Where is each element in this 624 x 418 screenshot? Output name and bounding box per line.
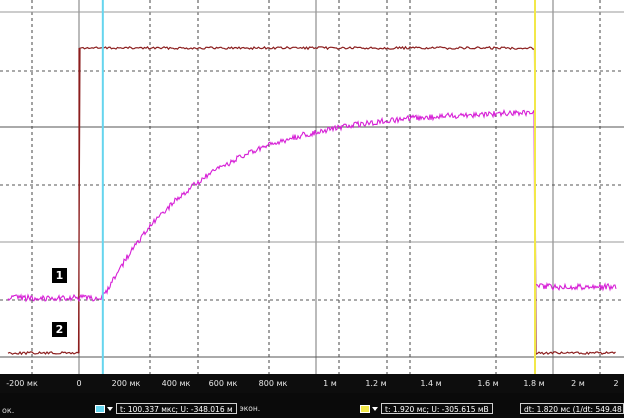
delta-readout: dt: 1.820 мс (1/dt: 549.48 bbox=[520, 403, 624, 414]
graticule-grid bbox=[0, 0, 624, 374]
axis-tick-label: 1.8 м bbox=[523, 379, 545, 388]
axis-tick-label: -200 мк bbox=[6, 379, 38, 388]
cursor-1-color-swatch[interactable] bbox=[95, 404, 105, 413]
cursors bbox=[101, 0, 536, 374]
status-left-text: ок. bbox=[2, 406, 15, 415]
axis-tick-label: 2 м bbox=[571, 379, 585, 388]
axis-tick-label: 200 мк bbox=[111, 379, 141, 388]
channel-1-trace bbox=[7, 108, 617, 303]
axis-tick-label: 600 мк bbox=[208, 379, 238, 388]
axis-tick-label: 1.2 м bbox=[365, 379, 387, 388]
cursor-2-readout: t: 1.920 мс; U: -305.615 мВ bbox=[381, 403, 493, 414]
waveform-plot bbox=[0, 0, 624, 374]
chevron-down-icon[interactable] bbox=[107, 406, 113, 411]
cursor-2-color-swatch[interactable] bbox=[360, 404, 370, 413]
channel-2-trace bbox=[7, 45, 616, 356]
chevron-down-icon[interactable] bbox=[372, 406, 378, 411]
channel-2-marker[interactable]: 2 bbox=[52, 322, 67, 337]
axis-tick-label: 1 м bbox=[323, 379, 337, 388]
axis-tick-label: 0 bbox=[76, 379, 82, 388]
channel-1-marker[interactable]: 1 bbox=[52, 268, 67, 283]
waveforms bbox=[7, 45, 617, 356]
axis-tick-label: 400 мк bbox=[161, 379, 191, 388]
axis-tick-label: 2 bbox=[613, 379, 619, 388]
cursor-1-readout-group: t: 100.337 мкс; U: -348.016 м экон. bbox=[95, 402, 260, 415]
time-axis: -200 мк 0 200 мк 400 мк 600 мк 800 мк 1 м 1.2 м… bbox=[0, 374, 624, 393]
axis-tick-label: 1.4 м bbox=[420, 379, 442, 388]
cursor-1-unit-label: экон. bbox=[239, 404, 261, 413]
status-bar: ок. t: 100.337 мкс; U: -348.016 м экон. … bbox=[0, 393, 624, 418]
axis-tick-label: 1.6 м bbox=[477, 379, 499, 388]
cursor-1-readout: t: 100.337 мкс; U: -348.016 м bbox=[116, 403, 237, 414]
oscilloscope-display[interactable]: 1 2 bbox=[0, 0, 624, 374]
cursor-2-readout-group: t: 1.920 мс; U: -305.615 мВ bbox=[360, 402, 493, 415]
axis-tick-label: 800 мк bbox=[258, 379, 288, 388]
delta-readout-group: dt: 1.820 мс (1/dt: 549.48 bbox=[520, 402, 624, 415]
